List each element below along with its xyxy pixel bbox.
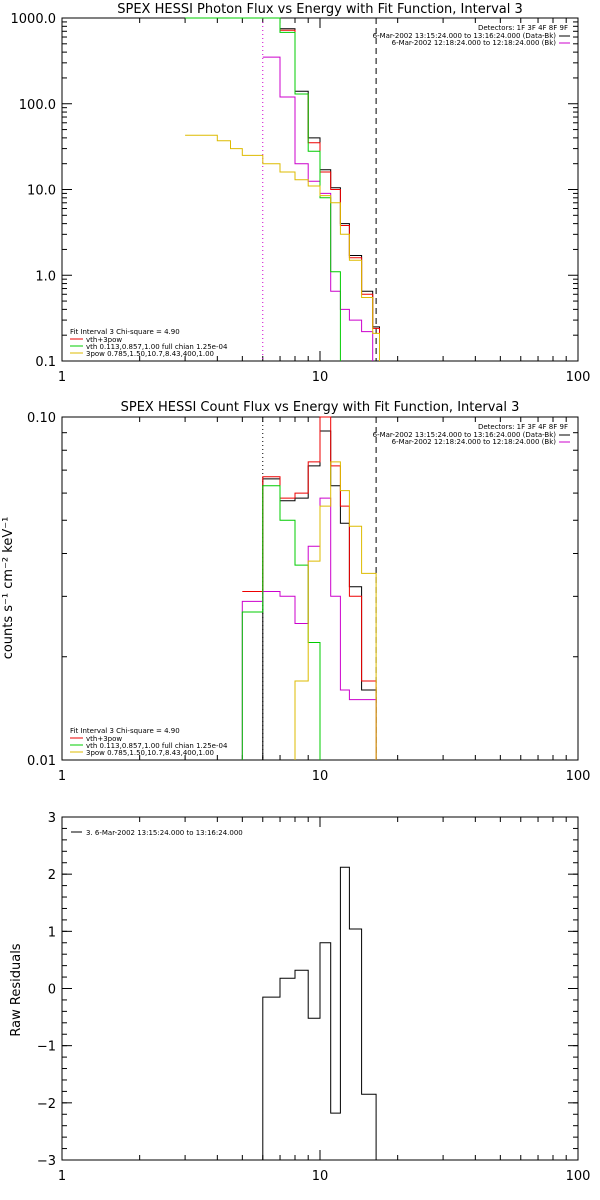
count-flux-series-powerlaw-yellow-line xyxy=(294,461,377,760)
photon-flux-y-tick-label: 100.0 xyxy=(19,98,56,113)
photon-flux-y-tick-label: 1.0 xyxy=(35,269,56,284)
count-flux-legend-right: Detectors: 1F 3F 4F 8F 9F 6-Mar-2002 13:… xyxy=(373,423,570,446)
residuals-series xyxy=(262,866,377,1160)
residuals-y-tick-label: 0 xyxy=(48,983,56,998)
residuals-y-tick-label: −2 xyxy=(37,1097,56,1112)
photon-flux-title: SPEX HESSI Photon Flux vs Energy with Fi… xyxy=(117,2,523,17)
photon-flux-series-thermal-green-line xyxy=(185,17,341,361)
photon-flux-y-tick-label: 1000.0 xyxy=(11,12,57,27)
photon-flux-y-tick-label: 0.1 xyxy=(35,355,56,370)
legend-detectors: Detectors: 1F 3F 4F 8F 9F xyxy=(478,423,568,431)
count-flux-title: SPEX HESSI Count Flux vs Energy with Fit… xyxy=(121,400,520,415)
count-flux-y-axis-label: counts s⁻¹ cm⁻² keV⁻¹ xyxy=(1,517,16,660)
residuals-x-tick-label: 1 xyxy=(58,1169,66,1184)
legend-background-interval: 6-Mar-2002 12:18:24.000 to 12:18:24.000 … xyxy=(392,39,557,47)
photon-flux-series xyxy=(185,17,380,361)
residuals-y-tick-label: 1 xyxy=(48,925,56,940)
residuals-y-tick-label: 3 xyxy=(48,811,56,826)
count-flux-x-tick-label: 10 xyxy=(312,769,329,784)
photon-flux-x-tick-label: 100 xyxy=(566,370,591,385)
count-flux-series-total-fit-red-line xyxy=(242,416,377,760)
legend-total-fit: vth+3pow xyxy=(86,336,122,344)
count-flux-series-data-black-line xyxy=(262,430,377,760)
photon-flux-x-tick-label: 10 xyxy=(312,370,329,385)
photon-flux-y-tick-label: 10.0 xyxy=(27,184,56,199)
legend-detectors: Detectors: 1F 3F 4F 8F 9F xyxy=(478,24,568,32)
residuals-y-tick-label: −1 xyxy=(37,1040,56,1055)
residuals-residual-series-line xyxy=(262,866,377,1160)
legend-total-fit: vth+3pow xyxy=(86,735,122,743)
photon-flux-legend-right: Detectors: 1F 3F 4F 8F 9F 6-Mar-2002 13:… xyxy=(373,24,570,47)
photon-flux-panel: SPEX HESSI Photon Flux vs Energy with Fi… xyxy=(11,2,591,385)
legend-powerlaw-params: 3pow 0.785,1.50,10.7,8.43,400,1.00 xyxy=(86,749,214,757)
legend-fit-interval: Fit Interval 3 Chi-square = 4.90 xyxy=(70,328,180,336)
count-flux-legend-left: Fit Interval 3 Chi-square = 4.90 vth+3po… xyxy=(70,727,228,757)
legend-fit-interval: Fit Interval 3 Chi-square = 4.90 xyxy=(70,727,180,735)
count-flux-vlines xyxy=(262,417,377,760)
legend-thermal-params: vth 0.113,0.857,1.00 full chian 1.25e-04 xyxy=(86,343,228,351)
photon-flux-series-powerlaw-yellow-line xyxy=(185,134,380,361)
count-flux-y-tick-label: 0.01 xyxy=(27,754,56,769)
count-flux-series-thermal-green-line xyxy=(241,485,321,760)
residuals-y-tick-label: −3 xyxy=(37,1154,56,1169)
legend-thermal-params: vth 0.113,0.857,1.00 full chian 1.25e-04 xyxy=(86,742,228,750)
count-flux-x-tick-label: 1 xyxy=(58,769,66,784)
photon-flux-series-background-magenta-line xyxy=(262,56,374,361)
residuals-legend: 3. 6-Mar-2002 13:15:24.000 to 13:16:24.0… xyxy=(71,829,243,837)
residuals-x-tick-label: 10 xyxy=(312,1169,329,1184)
residuals-panel: Raw Residuals 1 10 100 −3 −2 −1 0 1 2 3 3. 6-Mar-… xyxy=(9,811,590,1184)
legend-data-interval: 6-Mar-2002 13:15:24.000 to 13:16:24.000 … xyxy=(373,32,557,40)
legend-background-interval: 6-Mar-2002 12:18:24.000 to 12:18:24.000 … xyxy=(392,438,557,446)
count-flux-x-tick-label: 100 xyxy=(566,769,591,784)
residuals-y-axis-label: Raw Residuals xyxy=(9,943,24,1036)
count-flux-y-tick-label: 0.10 xyxy=(27,411,56,426)
legend-data-interval: 6-Mar-2002 13:15:24.000 to 13:16:24.000 … xyxy=(373,431,557,439)
legend-residual-interval: 3. 6-Mar-2002 13:15:24.000 to 13:16:24.0… xyxy=(86,829,243,837)
residuals-ticks: 1 10 100 −3 −2 −1 0 1 2 3 xyxy=(37,811,591,1184)
residuals-x-tick-label: 100 xyxy=(566,1169,591,1184)
residuals-y-tick-label: 2 xyxy=(48,868,56,883)
photon-flux-legend-left: Fit Interval 3 Chi-square = 4.90 vth+3po… xyxy=(70,328,228,358)
photon-flux-vlines xyxy=(262,18,377,361)
count-flux-panel: SPEX HESSI Count Flux vs Energy with Fit… xyxy=(1,400,590,784)
legend-powerlaw-params: 3pow 0.785,1.50,10.7,8.43,400,1.00 xyxy=(86,350,214,358)
photon-flux-x-tick-label: 1 xyxy=(58,370,66,385)
count-flux-series xyxy=(241,416,377,760)
